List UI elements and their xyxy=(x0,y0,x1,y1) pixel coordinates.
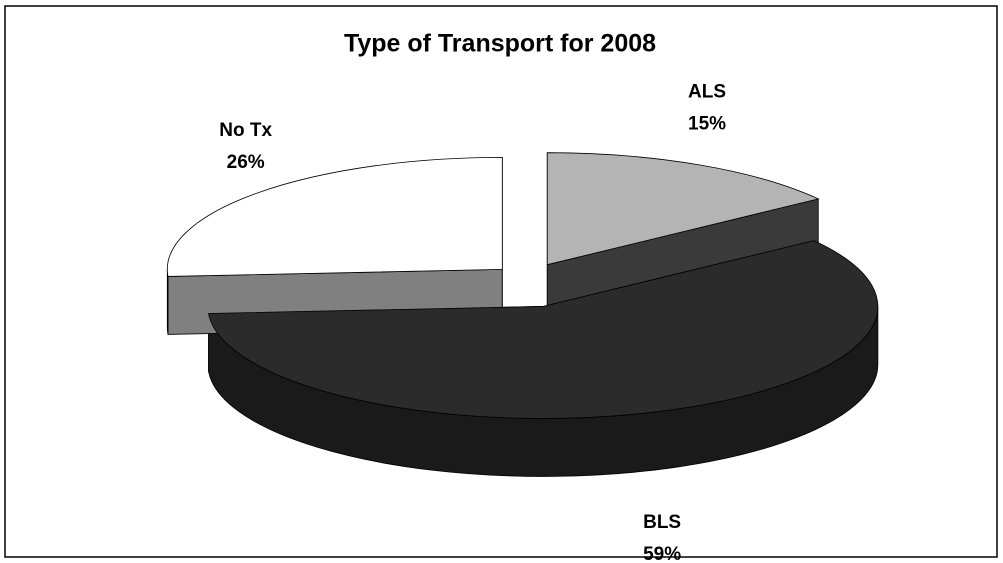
slice-tops xyxy=(166,152,879,419)
slice-label: BLS xyxy=(643,512,681,533)
slice-outer-side xyxy=(166,269,169,335)
slice xyxy=(546,152,820,266)
slice-value-label: 15% xyxy=(688,113,726,134)
slice xyxy=(208,240,879,419)
slice-label: No Tx xyxy=(219,120,272,141)
slice-value-label: 59% xyxy=(643,544,681,563)
slice-value-label: 26% xyxy=(227,152,265,173)
slice-label: ALS xyxy=(688,81,726,102)
chart-title: Type of Transport for 2008 xyxy=(344,30,656,58)
slice xyxy=(166,156,503,277)
